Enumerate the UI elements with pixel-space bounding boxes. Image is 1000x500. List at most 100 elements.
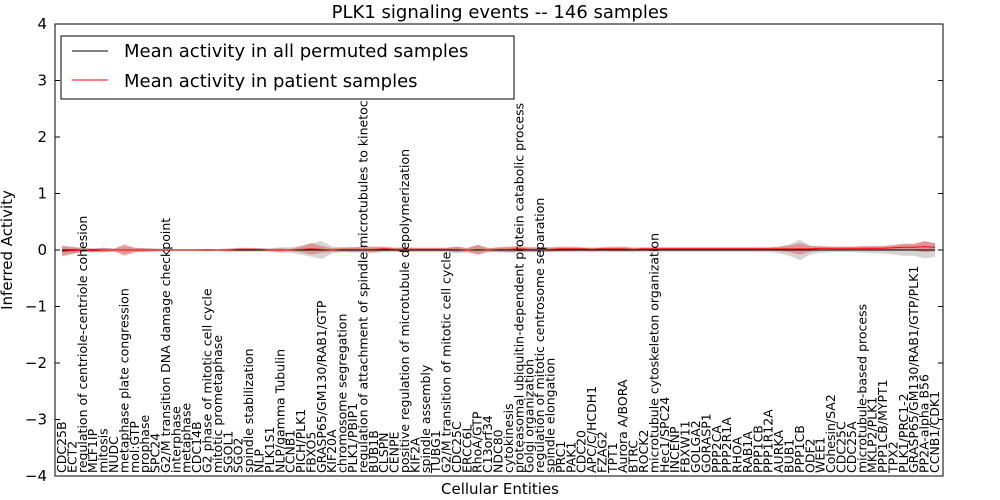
category-label: CDC14B (189, 421, 204, 473)
category-label: KIF20A (324, 429, 339, 473)
category-label: RHOA (730, 436, 745, 473)
category-label: BUB1 (782, 439, 797, 473)
legend-box (60, 35, 515, 100)
category-label: Hec1/SPC24 (657, 397, 672, 473)
y-tick-label: 1 (37, 185, 47, 203)
category-label: GRASP65/GM130/RAB1/GTP/PLK1 (906, 266, 921, 473)
category-label: proteasomal ubiquitin-dependent protein … (511, 103, 526, 473)
category-label: CLSPN (376, 432, 391, 473)
category-label: FBXW11 (678, 420, 693, 473)
category-label: regulation of mitotic centrosome separat… (532, 198, 547, 473)
category-label: NDC80 (491, 429, 506, 473)
category-label: RAB1A (740, 431, 755, 473)
category-label: PLK1S1 (262, 426, 277, 473)
y-tick-label: −1 (25, 298, 47, 316)
category-label: G2 phase of mitotic cell cycle (200, 288, 215, 473)
category-label: PRC1 (553, 441, 568, 473)
legend-label-permuted: Mean activity in all permuted samples (124, 41, 468, 62)
y-tick-label: −3 (25, 411, 47, 429)
category-label: positive regulation of microtubule depol… (397, 149, 412, 473)
category-label: CCNB1/CDK1 (927, 391, 942, 473)
y-tick-label: 3 (37, 72, 47, 90)
category-label: CDC25A (844, 421, 859, 473)
category-label: NUDC (106, 436, 121, 473)
category-label: PAK1 (563, 442, 578, 473)
category-label: ERCC6L (459, 425, 474, 473)
category-label: MKLP2/PLK1 (865, 397, 880, 473)
category-label: regulation of centriole-centriole cohesi… (75, 216, 90, 473)
category-label: MLF1IP (85, 428, 100, 473)
category-label: CDC20 (574, 430, 589, 473)
category-label: TUBG1 (428, 430, 443, 474)
category-label: SPC24 (148, 433, 163, 473)
category-label: FZAG2 (594, 431, 609, 473)
category-label: NLP/gamma Tubulin (272, 349, 287, 473)
category-label: PPP1R12A (761, 409, 776, 473)
category-label: SGOL1 (220, 431, 235, 473)
category-label: interphase (168, 406, 183, 473)
category-label: cytokinesis (501, 403, 516, 473)
category-label: BTRC (626, 440, 641, 473)
category-label: ECT2 (64, 441, 79, 473)
y-axis-label: Inferred Activity (0, 190, 16, 310)
category-label: PLK1/PRC1-2 (896, 393, 911, 473)
category-label: microtubule cytoskeleton organization (646, 233, 661, 473)
category-label: mol:GTP (127, 421, 142, 473)
category-label: regulation of attachment of spindle micr… (355, 72, 370, 473)
category-label: PPP1CB/MYPT1 (875, 379, 890, 473)
patient-confidence-band (62, 241, 935, 257)
category-label: CDC25B (54, 421, 69, 473)
category-label: chromosome segregation (335, 314, 350, 473)
category-label: PPP1CB (750, 425, 765, 473)
y-tick-label: 2 (37, 128, 47, 146)
x-axis-label: Cellular Entities (441, 480, 559, 498)
category-label: microtubule-based process (854, 304, 869, 473)
y-tick-label: −2 (25, 354, 47, 372)
category-label: ODF2 (802, 438, 817, 473)
category-label: CCNB1 (283, 430, 298, 473)
category-label: CDC25C (834, 421, 849, 473)
category-label: CENPE (387, 431, 402, 473)
category-label: FBXO5 (303, 432, 318, 473)
category-label: Cohesin/SA2 (823, 394, 838, 473)
category-label: BUB1B (366, 430, 381, 473)
category-label: GOLGA2 (688, 420, 703, 473)
category-label: PPP2R1A (719, 417, 734, 473)
plot-area (61, 239, 936, 261)
category-label: mitosis (96, 428, 111, 473)
category-label: INCENP (667, 426, 682, 473)
patient-mean-line (61, 246, 936, 252)
legend-label-patient: Mean activity in patient samples (124, 71, 418, 92)
category-label: TPT1 (605, 442, 620, 474)
category-label: G2/M transition DNA damage checkpoint (158, 218, 173, 473)
category-label: PPP2CA (709, 425, 724, 473)
category-label: GORASP1 (698, 413, 713, 473)
category-label: Aurora A/BORA (615, 379, 630, 473)
category-label: C13orf34 (480, 415, 495, 473)
category-label: spindle stabilization (241, 348, 256, 473)
legend: Mean activity in all permuted samples Me… (60, 35, 515, 100)
category-label: metaphase (179, 403, 194, 473)
y-tick-label: 0 (37, 241, 47, 259)
category-label: PPP1CB (792, 425, 807, 473)
y-axis: −4 −3 −2 −1 0 1 2 3 4 (25, 15, 943, 485)
y-tick-label: −4 (25, 467, 47, 485)
category-label: WEE1 (813, 437, 828, 473)
chart-title: PLK1 signaling events -- 146 samples (332, 2, 669, 23)
category-label: CDC25C (449, 421, 464, 473)
category-label: GRASP65/GM130/RAB1/GTP (314, 300, 329, 473)
category-label: PP2A-alpha B56 (917, 374, 932, 473)
category-label: PICH/PLK1 (293, 409, 308, 473)
category-label: ROCK2 (636, 430, 651, 473)
category-label: Golgi organization (522, 359, 537, 473)
category-label: NLP (252, 449, 267, 473)
category-label: PLK1/PBIP1 (345, 403, 360, 473)
category-label: RhoA/GTP (470, 411, 485, 473)
category-label: spindle elongation (543, 358, 558, 473)
category-label: KIF2A (407, 437, 422, 473)
category-label: metaphase plate congression (116, 288, 131, 473)
category-label: spindle assembly (418, 364, 433, 473)
y-tick-label: 4 (37, 15, 47, 33)
